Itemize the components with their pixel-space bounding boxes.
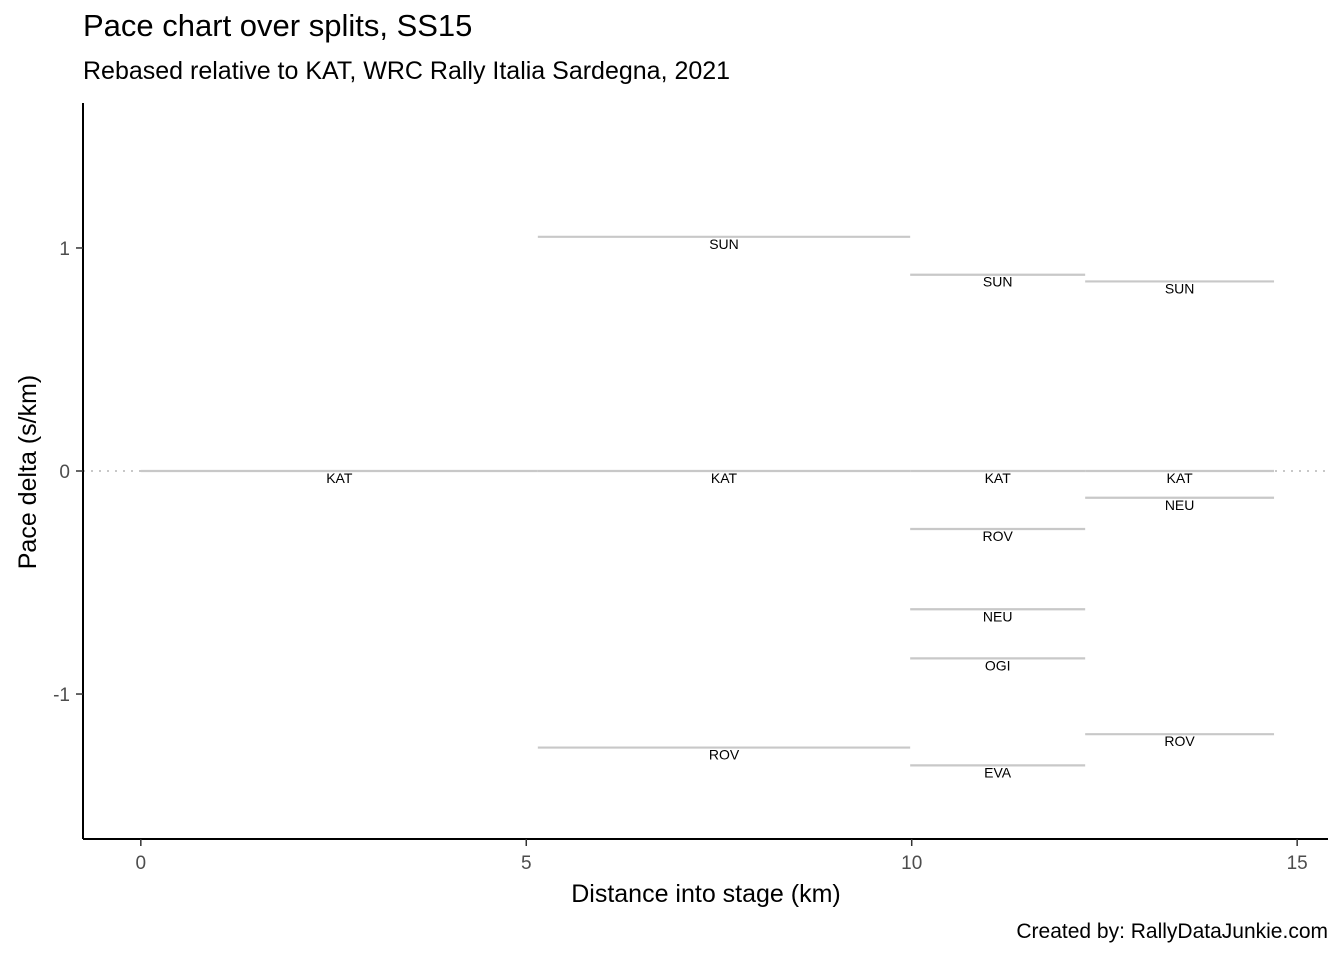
segment-label: ROV [1164, 733, 1195, 749]
x-tick-label: 0 [136, 853, 147, 874]
y-axis-title: Pace delta (s/km) [14, 375, 42, 570]
segment-label: KAT [711, 470, 738, 486]
segment-label: SUN [1165, 280, 1195, 296]
x-tick-label: 15 [1287, 853, 1308, 874]
segment-label: OGI [985, 657, 1011, 673]
y-tick-label: 1 [59, 239, 70, 260]
x-tick-label: 10 [901, 853, 922, 874]
segment-label: KAT [326, 470, 353, 486]
segment-label: NEU [983, 608, 1013, 624]
x-tick-label: 5 [521, 853, 532, 874]
segment-label: NEU [1165, 497, 1195, 513]
segment-label: SUN [709, 236, 739, 252]
segment-label: EVA [984, 764, 1012, 780]
chart-subtitle: Rebased relative to KAT, WRC Rally Itali… [83, 57, 731, 85]
segment-label: SUN [983, 274, 1013, 290]
segment-label: KAT [1167, 470, 1194, 486]
chart-caption: Created by: RallyDataJunkie.com [1016, 920, 1328, 943]
segment-label: ROV [982, 528, 1013, 544]
plot-area: KAT KAT KAT KAT ROV SUN EVA OGI NEU ROV SUN ROV NEU S… [53, 103, 1328, 874]
y-tick-label: 0 [59, 462, 70, 483]
chart-title: Pace chart over splits, SS15 [83, 8, 473, 43]
x-axis-title: Distance into stage (km) [571, 880, 841, 908]
segment-label: ROV [709, 747, 740, 763]
y-tick-label: -1 [53, 685, 70, 706]
segment-label: KAT [985, 470, 1012, 486]
